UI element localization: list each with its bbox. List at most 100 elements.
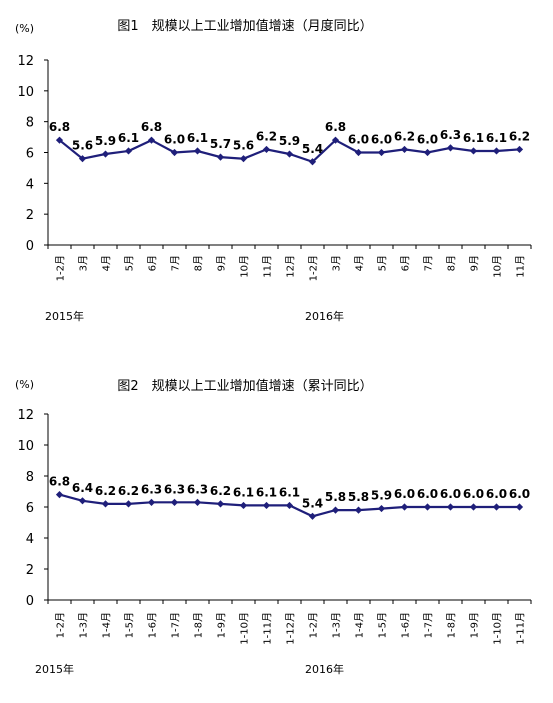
c2-data-point xyxy=(285,501,294,510)
c2-data-point xyxy=(400,503,409,511)
c1-year-label-2015: 2015年 xyxy=(45,309,84,323)
c2-data-label: 6.2 xyxy=(210,484,231,498)
c2-data-point xyxy=(446,503,455,511)
c1-data-label: 6.0 xyxy=(417,133,438,147)
c1-x-tick-label: 5月 xyxy=(377,255,389,271)
c1-data-label: 6.8 xyxy=(49,120,70,134)
c1-x-tick-label: 3月 xyxy=(331,255,343,271)
c2-data-point xyxy=(308,512,317,520)
c2-year-label-2015: 2015年 xyxy=(35,662,74,676)
c2-x-tick-label: 1-10月 xyxy=(492,612,504,645)
c2-data-label: 5.9 xyxy=(371,489,392,503)
c2-data-point xyxy=(170,498,179,506)
c1-x-tick-label: 5月 xyxy=(124,255,136,271)
c2-x-tick-label: 1-3月 xyxy=(78,612,90,638)
c2-data-label: 6.0 xyxy=(394,487,415,501)
c2-data-label: 6.3 xyxy=(164,482,185,496)
c2-data-label: 6.2 xyxy=(118,484,139,498)
c1-data-label: 6.8 xyxy=(325,120,346,134)
c2-y-tick-label: 2 xyxy=(26,563,34,578)
c1-data-label: 6.1 xyxy=(118,131,139,145)
c2-x-tick-label: 1-9月 xyxy=(216,612,228,638)
c2-data-label: 6.4 xyxy=(72,481,93,495)
c2-y-tick-label: 8 xyxy=(26,470,34,485)
c1-data-label: 6.1 xyxy=(187,131,208,145)
c2-data-point xyxy=(101,500,110,508)
c1-data-point xyxy=(262,145,271,154)
c2-x-tick-label: 1-7月 xyxy=(423,612,435,638)
c1-data-point xyxy=(400,145,409,154)
c1-data-point xyxy=(469,147,478,155)
c2-data-point xyxy=(515,503,524,511)
c2-data-label: 6.3 xyxy=(187,482,208,496)
c2-data-point xyxy=(193,498,202,506)
c1-y-tick-label: 12 xyxy=(17,54,34,69)
c2-data-point xyxy=(216,500,225,508)
c2-data-point xyxy=(147,498,156,506)
c1-x-tick-label: 8月 xyxy=(446,255,458,271)
c2-data-point xyxy=(354,506,363,514)
c2-x-tick-label: 1-11月 xyxy=(262,612,274,645)
chart-monthly-svg: 图1 规模以上工业增加值增速（月度同比） (%) 0 2 4 6 8 10 12 1-2月 3月 4月… xyxy=(15,18,532,323)
c1-data-label: 5.7 xyxy=(210,137,231,151)
c1-x-tick-label: 10月 xyxy=(492,255,504,278)
c1-data-point xyxy=(492,147,501,155)
c2-data-point xyxy=(377,504,386,513)
c1-data-label: 5.6 xyxy=(233,139,254,153)
c2-y-tick-label: 4 xyxy=(26,532,34,547)
c1-data-point xyxy=(354,148,363,157)
c1-data-point xyxy=(423,148,432,157)
c1-data-label: 6.2 xyxy=(394,129,415,143)
c1-chart-title: 图1 规模以上工业增加值增速（月度同比） xyxy=(117,18,372,34)
c1-data-point xyxy=(170,148,179,157)
c1-x-tick-label: 4月 xyxy=(354,255,366,271)
c1-data-label: 6.8 xyxy=(141,120,162,134)
c1-x-tick-label: 1-2月 xyxy=(308,255,320,281)
c1-x-tick-label: 6月 xyxy=(147,255,159,271)
c2-data-point xyxy=(331,506,340,514)
c1-y-tick-label: 4 xyxy=(26,177,34,192)
chart-monthly: 图1 规模以上工业增加值增速（月度同比） (%) 0 2 4 6 8 10 12 1-2月 3月 4月… xyxy=(15,18,532,323)
c1-data-label: 6.2 xyxy=(256,129,277,143)
c1-data-point xyxy=(78,155,87,163)
c2-x-tick-label: 1-7月 xyxy=(170,612,182,638)
c1-y-tick-label: 0 xyxy=(26,239,34,254)
c1-data-point xyxy=(308,158,317,166)
c1-data-label: 6.0 xyxy=(348,133,369,147)
c1-x-tick-label: 4月 xyxy=(101,255,113,271)
c2-x-tick-label: 1-11月 xyxy=(515,612,527,645)
c1-data-point xyxy=(193,147,202,155)
c2-data-label: 5.4 xyxy=(302,496,323,510)
c1-data-label: 5.4 xyxy=(302,142,323,156)
c2-data-label: 6.1 xyxy=(233,485,254,499)
c1-x-tick-label: 6月 xyxy=(400,255,412,271)
c2-data-label: 6.0 xyxy=(440,487,461,501)
c2-data-point xyxy=(124,500,133,508)
c1-data-point xyxy=(377,148,386,157)
c1-data-label: 6.0 xyxy=(371,133,392,147)
c1-data-label: 6.3 xyxy=(440,128,461,142)
c2-x-tick-label: 1-8月 xyxy=(446,612,458,638)
chart-cumulative: 图2 规模以上工业增加值增速（累计同比） (%) 0 2 4 6 8 10 12 1-2月 1-3月… xyxy=(0,352,553,703)
c1-data-label: 5.6 xyxy=(72,139,93,153)
c1-y-unit-label: (%) xyxy=(15,22,34,35)
c1-data-point xyxy=(147,136,156,144)
c2-data-label: 5.8 xyxy=(325,490,346,504)
c2-data-point xyxy=(78,497,87,505)
c1-data-label: 5.9 xyxy=(95,134,116,148)
c1-data-point xyxy=(124,147,133,155)
c1-data-point xyxy=(285,150,294,158)
c1-x-tick-label: 8月 xyxy=(193,255,205,271)
c1-data-point xyxy=(239,155,248,163)
c1-x-tick-label: 9月 xyxy=(469,255,481,271)
c1-data-point xyxy=(55,136,64,144)
c1-data-label: 6.1 xyxy=(486,131,507,145)
c2-chart-title: 图2 规模以上工业增加值增速（累计同比） xyxy=(117,378,372,394)
c1-x-tick-label: 12月 xyxy=(285,255,297,278)
c1-data-label: 6.1 xyxy=(463,131,484,145)
c2-data-label: 6.0 xyxy=(486,487,507,501)
c2-x-tick-label: 1-2月 xyxy=(308,612,320,638)
c2-x-tick-label: 1-5月 xyxy=(377,612,389,638)
c1-data-point xyxy=(515,145,524,154)
c1-data-label: 5.9 xyxy=(279,134,300,148)
